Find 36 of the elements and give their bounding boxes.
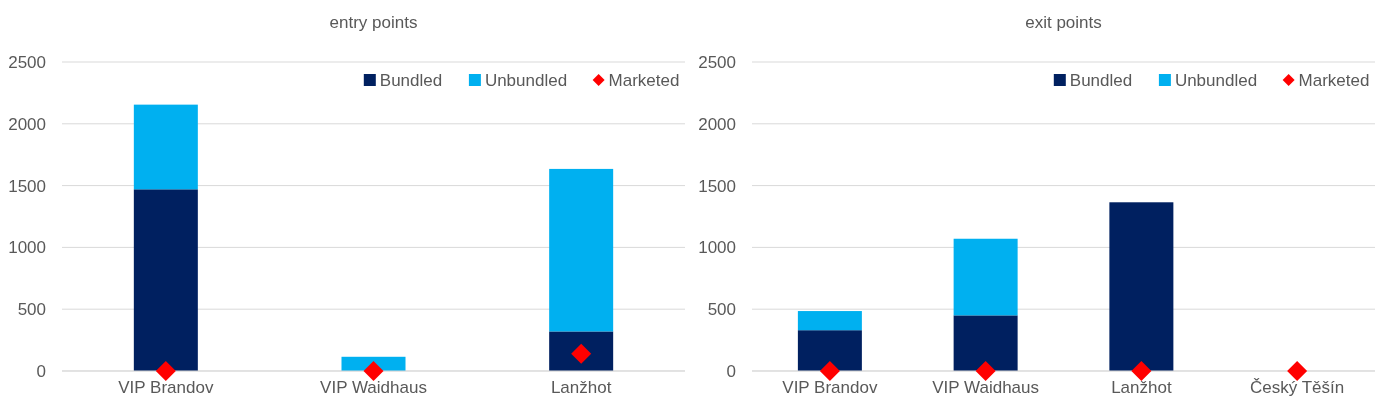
chart-title: entry points [329, 13, 418, 32]
legend-label: Marketed [1298, 70, 1370, 90]
legend-label: Marketed [608, 70, 680, 90]
x-tick-label: VIP Waidhaus [932, 378, 1040, 397]
x-tick-label: VIP Brandov [782, 378, 878, 397]
y-tick-label: 1500 [698, 176, 736, 196]
bar [797, 330, 862, 371]
bar [549, 331, 614, 371]
bar [953, 315, 1018, 371]
y-tick-label: 1500 [8, 176, 46, 196]
x-tick-label: Lanžhot [550, 378, 612, 397]
bar [133, 189, 198, 371]
legend-label: Bundled [1069, 70, 1133, 90]
y-tick-label: 500 [17, 300, 46, 320]
x-tick-label: VIP Brandov [118, 378, 214, 397]
y-tick-label: 0 [36, 361, 46, 381]
y-tick-label: 2000 [698, 114, 736, 134]
bar [549, 168, 614, 332]
y-tick-label: 500 [707, 300, 736, 320]
y-tick-label: 1000 [698, 238, 736, 258]
y-tick-label: 0 [726, 361, 736, 381]
bar [133, 104, 198, 190]
legend-label: Unbundled [1174, 70, 1258, 90]
y-tick-label: 1000 [8, 238, 46, 258]
legend-label: Bundled [379, 70, 443, 90]
bar [953, 238, 1018, 316]
chart-title: exit points [1025, 13, 1102, 32]
y-tick-label: 2500 [8, 52, 46, 72]
y-tick-label: 2000 [8, 114, 46, 134]
bar [797, 311, 862, 331]
x-tick-label: Český Těšín [1250, 378, 1345, 397]
bar [1109, 202, 1174, 371]
y-tick-label: 2500 [698, 52, 736, 72]
x-tick-label: VIP Waidhaus [320, 378, 427, 397]
x-tick-label: Lanžhot [1111, 378, 1172, 397]
legend-label: Unbundled [484, 70, 568, 90]
